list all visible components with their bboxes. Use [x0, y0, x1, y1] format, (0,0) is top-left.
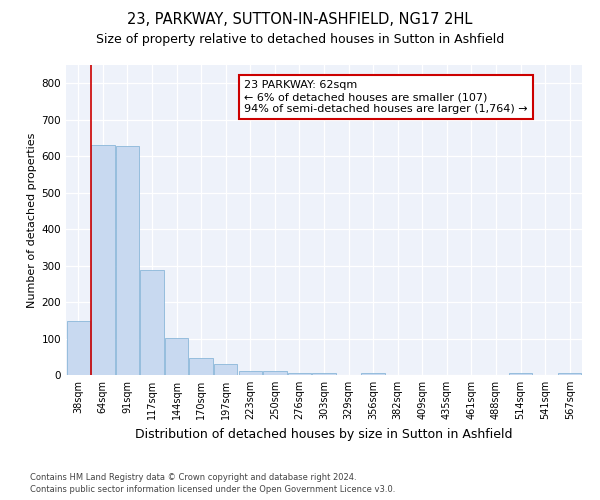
Bar — [67, 321, 90, 375]
Bar — [558, 373, 581, 375]
Bar — [288, 373, 311, 375]
Bar — [509, 373, 532, 375]
Text: Size of property relative to detached houses in Sutton in Ashfield: Size of property relative to detached ho… — [96, 32, 504, 46]
X-axis label: Distribution of detached houses by size in Sutton in Ashfield: Distribution of detached houses by size … — [135, 428, 513, 440]
Bar — [214, 364, 238, 375]
Text: 23 PARKWAY: 62sqm
← 6% of detached houses are smaller (107)
94% of semi-detached: 23 PARKWAY: 62sqm ← 6% of detached house… — [244, 80, 528, 114]
Bar — [140, 270, 164, 375]
Text: 23, PARKWAY, SUTTON-IN-ASHFIELD, NG17 2HL: 23, PARKWAY, SUTTON-IN-ASHFIELD, NG17 2H… — [127, 12, 473, 28]
Bar — [190, 358, 213, 375]
Bar — [361, 373, 385, 375]
Bar — [263, 372, 287, 375]
Bar — [313, 373, 335, 375]
Text: Contains HM Land Registry data © Crown copyright and database right 2024.: Contains HM Land Registry data © Crown c… — [30, 472, 356, 482]
Text: Contains public sector information licensed under the Open Government Licence v3: Contains public sector information licen… — [30, 485, 395, 494]
Y-axis label: Number of detached properties: Number of detached properties — [28, 132, 37, 308]
Bar — [165, 338, 188, 375]
Bar — [91, 144, 115, 375]
Bar — [239, 372, 262, 375]
Bar — [116, 146, 139, 375]
